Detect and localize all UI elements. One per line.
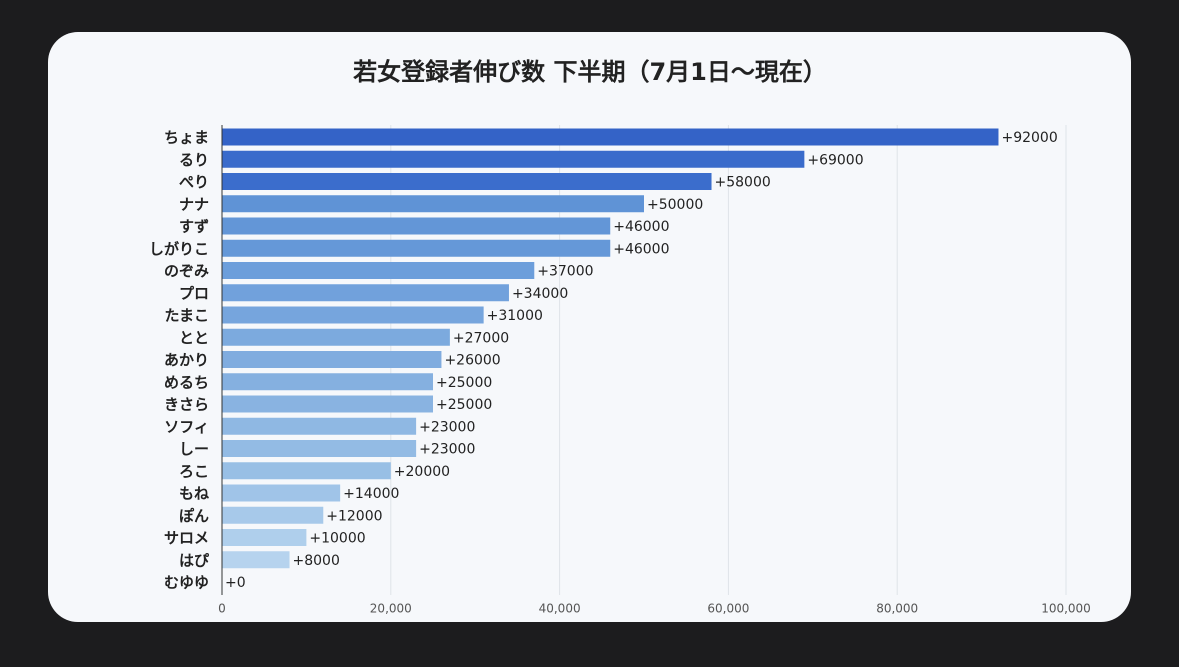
bar — [222, 128, 999, 146]
y-tick-label: もね — [179, 485, 209, 503]
value-label: +0 — [225, 575, 246, 591]
y-tick-label: はぴ — [179, 551, 209, 569]
value-label: +26000 — [444, 353, 500, 369]
y-tick-label: ぽん — [179, 507, 209, 525]
value-label: +58000 — [715, 175, 771, 191]
y-tick-label: ちょま — [164, 129, 209, 147]
bar — [222, 328, 450, 346]
value-label: +34000 — [512, 286, 568, 302]
bar — [222, 373, 433, 391]
y-tick-label: きさら — [164, 396, 209, 414]
card — [48, 32, 1131, 622]
y-tick-label: しー — [179, 440, 209, 458]
value-label: +8000 — [293, 553, 340, 569]
value-label: +27000 — [453, 330, 509, 346]
bar — [222, 150, 805, 168]
bar — [222, 484, 341, 502]
bar — [222, 284, 509, 302]
value-label: +25000 — [436, 397, 492, 413]
value-label: +14000 — [343, 486, 399, 502]
bar — [222, 440, 417, 457]
bar — [222, 506, 324, 524]
bar — [222, 173, 712, 190]
y-tick-label: めるち — [164, 373, 209, 391]
y-tick-label: とと — [179, 329, 209, 347]
y-tick-label: ソフィ — [164, 418, 209, 436]
y-tick-label: たまこ — [164, 307, 209, 325]
plot: 0 20,000 40,000 60,000 80,000 100,000 ちょま +9200… — [149, 125, 1091, 616]
bar — [222, 306, 484, 324]
x-tick-label: 20,000 — [370, 602, 412, 616]
y-tick-label: サロメ — [164, 529, 209, 547]
value-label: +46000 — [613, 219, 669, 235]
y-tick-label: のぞみ — [164, 262, 209, 280]
x-tick-label: 60,000 — [707, 602, 749, 616]
bar — [222, 217, 611, 235]
value-label: +31000 — [487, 308, 543, 324]
bar — [222, 551, 290, 569]
y-tick-label: しがりこ — [149, 240, 209, 258]
value-label: +50000 — [647, 197, 703, 213]
value-label: +92000 — [1001, 130, 1057, 146]
bar — [222, 239, 611, 257]
value-label: +12000 — [326, 508, 382, 524]
bar — [222, 529, 307, 546]
value-label: +69000 — [807, 152, 863, 168]
value-label: +10000 — [309, 531, 365, 547]
bar — [222, 462, 391, 480]
value-label: +37000 — [537, 264, 593, 280]
bar — [222, 351, 442, 368]
bar — [222, 395, 433, 413]
value-label: +25000 — [436, 375, 492, 391]
x-tick-label: 80,000 — [876, 602, 918, 616]
y-tick-label: プロ — [179, 284, 209, 302]
y-tick-label: ぺり — [179, 173, 209, 191]
y-tick-label: あかり — [164, 351, 209, 369]
x-tick-label: 0 — [218, 602, 226, 616]
y-tick-label: るり — [179, 151, 209, 169]
value-label: +46000 — [613, 241, 669, 257]
y-tick-label: ナナ — [179, 195, 209, 213]
value-label: +23000 — [419, 442, 475, 458]
y-tick-label: ろこ — [179, 462, 209, 480]
bar — [222, 195, 644, 213]
value-label: +23000 — [419, 419, 475, 435]
value-label: +20000 — [394, 464, 450, 480]
bar — [222, 417, 417, 435]
bar — [222, 262, 535, 279]
y-tick-label: すず — [179, 218, 209, 236]
x-tick-label: 100,000 — [1041, 602, 1091, 616]
chart-title: 若女登録者伸び数 下半期（7月1日〜現在） — [352, 58, 827, 86]
x-tick-label: 40,000 — [539, 602, 581, 616]
y-tick-label: むゆゆ — [164, 574, 209, 592]
